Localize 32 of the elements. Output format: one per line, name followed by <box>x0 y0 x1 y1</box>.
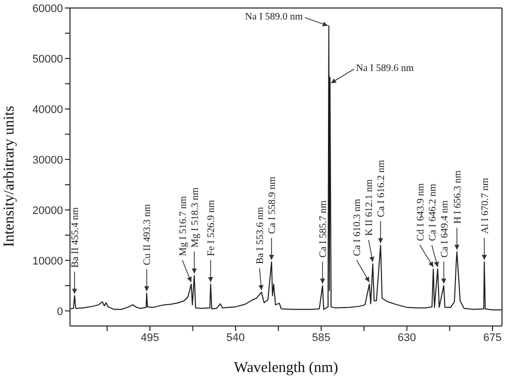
y-tick-label: 20000 <box>32 204 63 217</box>
y-tick-label: 30000 <box>32 154 63 166</box>
y-tick-label: 0 <box>56 306 63 318</box>
annotation: H I 656.3 nm <box>452 170 464 224</box>
annotation: Ca I 646.2 nm <box>427 184 438 241</box>
x-tick-label: 495 <box>140 332 160 344</box>
y-tick-label: 40000 <box>32 104 63 116</box>
annotation: Ba II 455.4 nm <box>70 206 82 268</box>
annotation: Ba I 553.6 nm <box>255 206 266 264</box>
annotation: Al I 670.7 nm <box>480 178 491 234</box>
annotation: Ca I 616.2 nm <box>376 160 388 218</box>
annotation: Mg I 518.3 nm <box>190 187 201 248</box>
annotation: Ca I 585.7 nm <box>318 200 330 258</box>
x-tick-label: 585 <box>312 332 330 344</box>
annotation: Cd I 643.9 nm <box>415 182 426 241</box>
annotation: Mg I 516.7 nm <box>178 196 189 256</box>
annotation: Ca I 558.9 nm <box>267 176 278 234</box>
x-tick-label: 675 <box>483 332 502 344</box>
annotation: Cu II 493.3 nm <box>142 204 154 266</box>
y-axis-title: Intensity/arbitrary units <box>1 106 18 247</box>
annotation: K II 612.1 nm <box>364 179 376 236</box>
x-axis-title: Wavelength (nm) <box>234 360 338 376</box>
x-tick-label: 540 <box>226 332 245 344</box>
y-tick-label: 60000 <box>32 2 63 15</box>
annotation: Ca I 649.4 nm <box>439 200 450 258</box>
x-tick-label: 630 <box>398 332 416 344</box>
annotation: Ca I 610.3 nm <box>352 198 364 256</box>
annotation: Fe I 526.9 nm <box>206 200 218 256</box>
annotation: Na I 589.0 nm <box>245 12 304 23</box>
y-tick-label: 10000 <box>32 255 63 268</box>
y-tick-label: 50000 <box>32 53 63 66</box>
annotation: Na I 589.6 nm <box>356 63 414 74</box>
